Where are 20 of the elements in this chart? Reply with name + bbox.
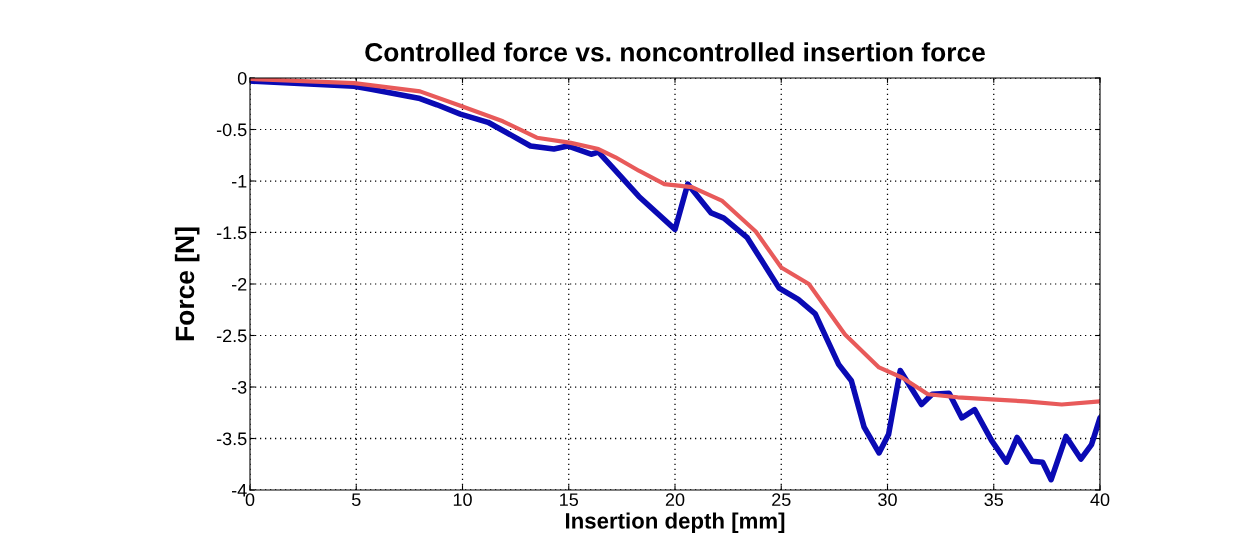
y-tick-label: -2 [231,277,247,291]
chart-title: Controlled force vs. noncontrolled insertion force [365,42,985,62]
y-tick-label: -3 [231,380,247,394]
y-tick-label: -3.5 [216,432,247,446]
y-tick-label: -2.5 [216,329,247,343]
x-tick-label: 15 [560,493,579,507]
y-tick-label: 0 [237,71,247,85]
y-axis-title: Force [N] [174,227,200,341]
y-tick-label: -4 [231,484,247,497]
y-tick-label: -1.5 [216,226,247,240]
x-tick-label: 35 [984,493,1004,507]
y-tick-label: -0.5 [216,123,247,137]
x-tick-label: 40 [1090,493,1110,507]
x-axis-title: Insertion depth [mm] [566,512,785,534]
y-tick-label: -1 [231,175,247,188]
x-tick-label: 5 [351,493,361,507]
x-tick-label: 25 [772,493,791,507]
x-tick-label: 10 [453,493,472,507]
x-tick-label: 30 [878,493,897,507]
x-tick-label: 20 [665,493,685,507]
